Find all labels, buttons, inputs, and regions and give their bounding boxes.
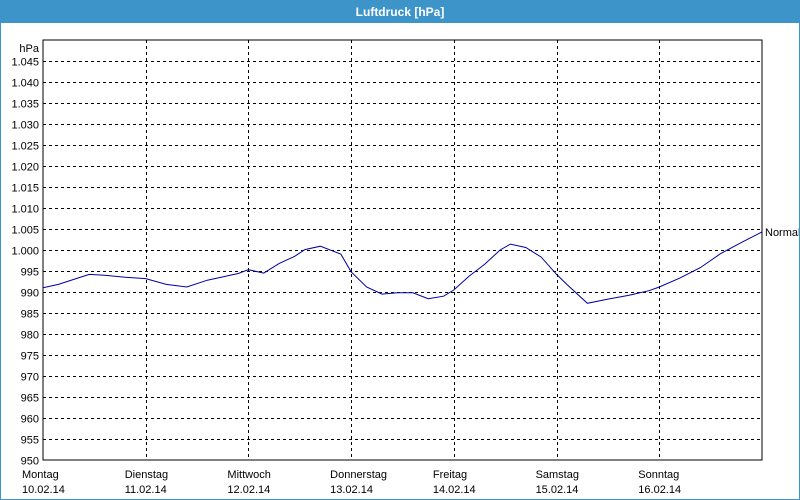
y-tick-label: 1.010: [11, 204, 39, 216]
x-tick-date: 15.02.14: [536, 484, 579, 496]
y-tick-label: 990: [21, 288, 39, 300]
y-tick-label: 1.005: [11, 225, 39, 237]
y-tick-label: 1.035: [11, 99, 39, 111]
y-tick-label: 970: [21, 372, 39, 384]
y-axis-label: hPa: [19, 43, 39, 55]
y-tick-label: 955: [21, 435, 39, 447]
y-tick-label: 1.045: [11, 57, 39, 69]
series-line: [42, 231, 763, 304]
x-tick-date: 11.02.14: [125, 484, 167, 496]
y-tick-label: 980: [21, 330, 39, 342]
y-tick-label: 965: [21, 393, 39, 405]
y-tick-label: 1.025: [11, 141, 39, 153]
x-tick-day: Samstag: [536, 469, 579, 481]
x-tick-date: 10.02.14: [22, 484, 65, 496]
y-tick-label: 1.030: [11, 120, 39, 132]
x-tick-day: Freitag: [433, 469, 467, 481]
y-tick-label: 960: [21, 414, 39, 426]
y-tick-label: 995: [21, 267, 39, 279]
y-tick-label: 1.020: [11, 162, 39, 174]
x-tick-date: 13.02.14: [330, 484, 373, 496]
y-tick-label: 1.000: [11, 246, 39, 258]
x-tick-day: Donnerstag: [330, 469, 387, 481]
y-tick-label: 985: [21, 309, 39, 321]
x-tick-date: 16.02.14: [638, 484, 681, 496]
x-tick-day: Mittwoch: [227, 469, 270, 481]
x-tick-day: Dienstag: [125, 469, 168, 481]
plot-frame: [42, 39, 763, 461]
x-tick-date: 12.02.14: [227, 484, 270, 496]
x-tick-day: Montag: [22, 469, 59, 481]
x-tick-date: 14.02.14: [433, 484, 476, 496]
x-tick-day: Sonntag: [638, 469, 679, 481]
window-title: Luftdruck [hPa]: [1, 1, 799, 23]
y-tick-label: 1.040: [11, 78, 39, 90]
y-tick-label: 1.015: [11, 183, 39, 195]
chart-area: 1.045 1.040 1.035 1.030 1.025 1.020 1.015 1.010…: [11, 39, 799, 496]
y-tick-label: 950: [21, 456, 39, 468]
y-tick-label: 975: [21, 351, 39, 363]
series-label: Normal: [765, 227, 799, 239]
